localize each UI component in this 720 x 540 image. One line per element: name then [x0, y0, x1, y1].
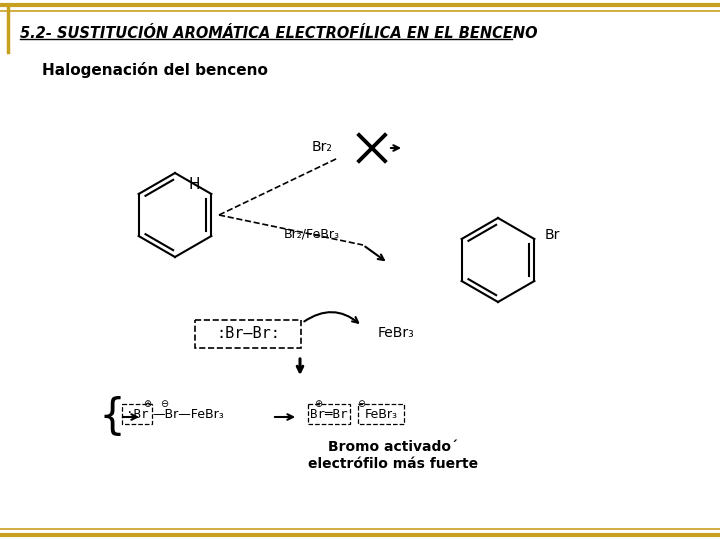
- Text: H: H: [188, 177, 199, 192]
- Text: :Br—Br:: :Br—Br:: [216, 327, 280, 341]
- Text: Br: Br: [544, 228, 559, 242]
- Text: FeBr₃: FeBr₃: [378, 326, 415, 340]
- Text: ⊖: ⊖: [160, 399, 168, 409]
- Text: :Br: :Br: [126, 408, 148, 421]
- FancyBboxPatch shape: [308, 404, 350, 424]
- Text: FeBr₃: FeBr₃: [364, 408, 397, 421]
- Text: ⊖: ⊖: [357, 399, 365, 409]
- Text: Br₂/FeBr₃: Br₂/FeBr₃: [284, 227, 340, 240]
- Text: 5.2- SUSTITUCIÓN AROMÁTICA ELECTROFÍLICA EN EL BENCENO: 5.2- SUSTITUCIÓN AROMÁTICA ELECTROFÍLICA…: [20, 25, 538, 40]
- Text: Br₂: Br₂: [312, 140, 333, 154]
- Text: Br═Br: Br═Br: [310, 408, 348, 421]
- Text: —Br—FeBr₃: —Br—FeBr₃: [152, 408, 224, 421]
- FancyBboxPatch shape: [122, 404, 152, 424]
- FancyBboxPatch shape: [358, 404, 404, 424]
- Text: Bromo activado´: Bromo activado´: [328, 440, 458, 454]
- Text: ⊕: ⊕: [143, 399, 151, 409]
- FancyBboxPatch shape: [195, 320, 301, 348]
- Text: electrófilo más fuerte: electrófilo más fuerte: [308, 457, 478, 471]
- Text: ⊕: ⊕: [314, 399, 322, 409]
- Text: Halogenación del benceno: Halogenación del benceno: [42, 62, 268, 78]
- Text: {: {: [99, 396, 125, 438]
